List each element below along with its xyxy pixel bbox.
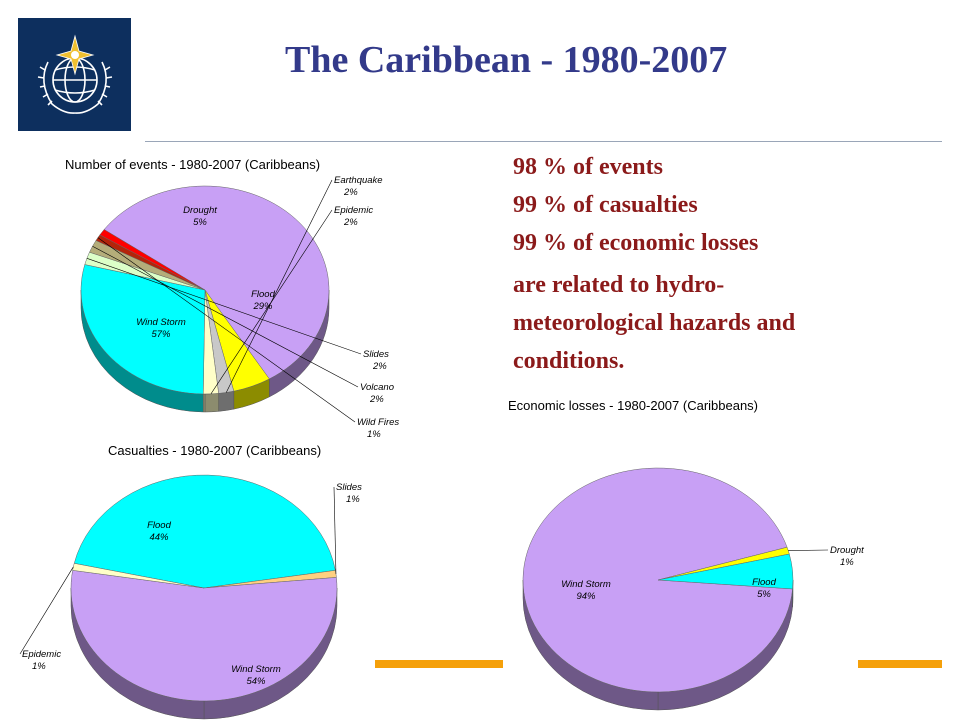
accent-bar-right [858, 660, 942, 668]
slice-label-wind-storm: Wind Storm [136, 317, 186, 328]
title-divider [145, 141, 942, 142]
slice-label-wild-fires: Wild Fires [357, 417, 399, 428]
stat-events: 98 % of events [513, 154, 663, 180]
slice-pct-wind-storm: 57% [151, 329, 171, 340]
stat-economic-losses: 99 % of economic losses [513, 230, 759, 256]
slice-label-volcano: Volcano [360, 382, 394, 393]
conclusion-line-2: meteorological hazards and [513, 310, 796, 336]
pie-wall-epidemic [204, 393, 219, 413]
slice-pct-flood: 29% [252, 301, 273, 312]
leader-line-drought [788, 549, 829, 551]
slice-label-drought: Drought [183, 205, 217, 216]
pie-slice-epidemic [72, 563, 205, 589]
leader-line-epidemic [19, 566, 74, 655]
pie-slice-flood [73, 474, 336, 589]
events-chart-title: Number of events - 1980-2007 (Caribbeans… [65, 157, 320, 172]
leader-line-earthquake [226, 179, 333, 393]
leader-line-wild-fires [97, 237, 356, 423]
pie-slice-flood [80, 264, 206, 395]
slice-pct-drought: 5% [193, 217, 207, 228]
leader-line-epidemic [210, 209, 333, 395]
slice-pct-flood: 5% [757, 589, 771, 600]
slice-label-flood: Flood [147, 520, 171, 531]
slice-label-earthquake: Earthquake [334, 175, 383, 186]
pie-slice-wind-storm [70, 570, 338, 702]
slice-pct-epidemic: 1% [32, 661, 46, 672]
pie-slice-wind-storm [103, 185, 330, 380]
slice-label-slides: Slides [363, 349, 389, 360]
slice-label-wind-storm: Wind Storm [231, 664, 281, 675]
slice-label-epidemic: Epidemic [334, 205, 373, 216]
casualties-chart-title: Casualties - 1980-2007 (Caribbeans) [108, 443, 321, 458]
conclusion-line-1: are related to hydro- [513, 272, 725, 298]
slice-pct-slides: 2% [372, 361, 387, 372]
accent-bar-left [375, 660, 503, 668]
slice-pct-flood: 44% [149, 532, 169, 543]
wmo-globe-emblem-icon [37, 34, 113, 114]
conclusion-line-3: conditions. [513, 348, 625, 374]
slide-title: The Caribbean - 1980-2007 [285, 39, 728, 81]
leader-line-slides [86, 258, 362, 355]
slice-pct-epidemic: 2% [343, 217, 358, 228]
pie-wall-earthquake [218, 390, 235, 412]
wmo-logo [18, 18, 131, 131]
stat-casualties: 99 % of casualties [513, 192, 698, 218]
slice-label-flood: Flood [251, 289, 275, 300]
slice-pct-earthquake: 2% [343, 187, 358, 198]
pie-slice-wind-storm [522, 467, 793, 693]
economic-losses-chart-title: Economic losses - 1980-2007 (Caribbeans) [508, 398, 758, 413]
leader-line-slides [333, 486, 337, 574]
economic-losses-pie-chart: Economic losses - 1980-2007 (Caribbeans)… [508, 398, 864, 711]
events-pie-chart: Number of events - 1980-2007 (Caribbeans… [65, 157, 399, 440]
slice-label-drought: Drought [830, 545, 864, 556]
slice-label-epidemic: Epidemic [22, 649, 61, 660]
pie-slice-flood [657, 553, 794, 590]
summary-text: 98 % of events 99 % of casualties 99 % o… [513, 148, 795, 380]
slice-label-wind-storm: Wind Storm [561, 579, 611, 590]
slice-pct-volcano: 2% [369, 394, 384, 405]
casualties-pie-chart: Casualties - 1980-2007 (Caribbeans) Floo… [19, 443, 362, 720]
slice-pct-wind-storm: 54% [246, 676, 266, 687]
leader-line-volcano [92, 245, 359, 388]
slice-pct-slides: 1% [346, 494, 360, 505]
slice-label-slides: Slides [336, 482, 362, 493]
pie-wall-epidemic [202, 393, 206, 413]
slice-pct-wind-storm: 94% [576, 591, 596, 602]
pie-slice-minor [99, 229, 206, 291]
slice-pct-wild-fires: 1% [367, 429, 381, 440]
slice-label-flood: Flood [752, 577, 776, 588]
slice-pct-drought: 1% [840, 557, 854, 568]
